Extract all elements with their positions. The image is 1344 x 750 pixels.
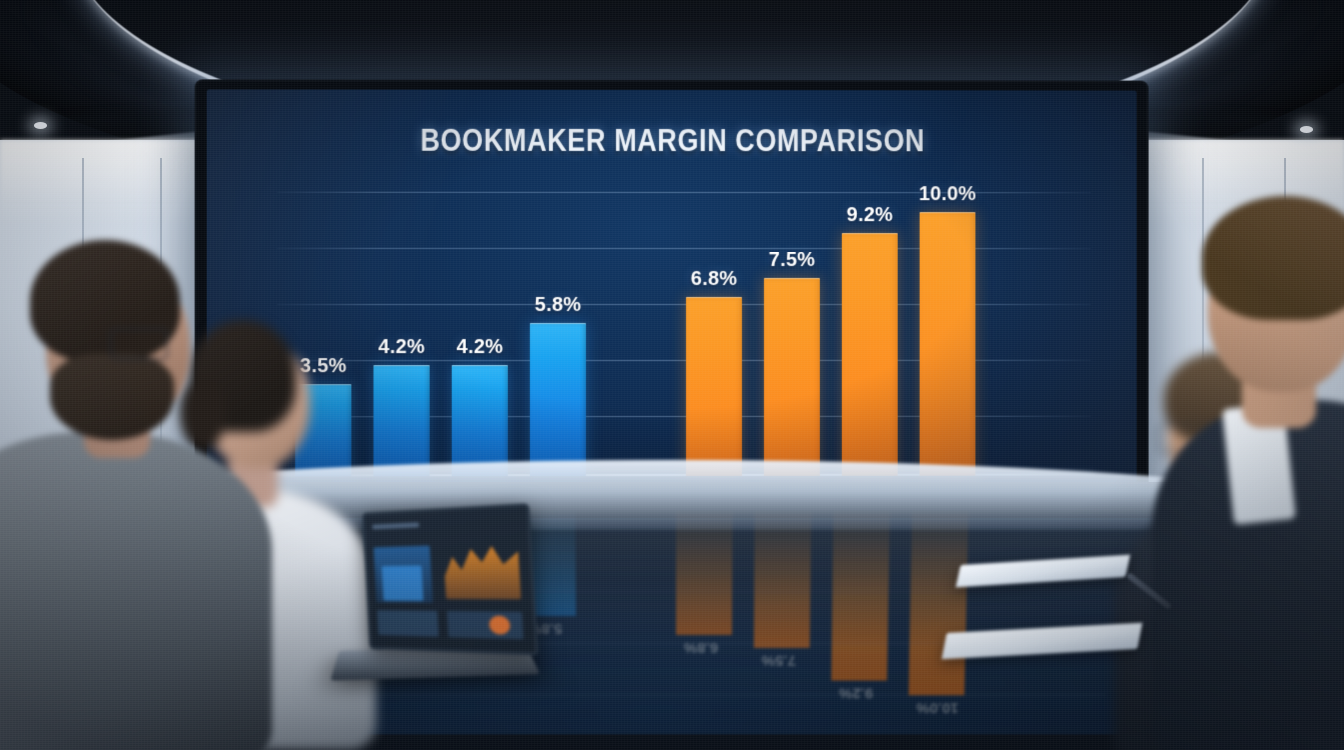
- plot-area: 3.5% 4.2% 4.2% 5.8% 6.8% 7.5% 9.2% 10.0%: [273, 184, 1095, 477]
- person-man-dark-suit: [1152, 186, 1344, 750]
- person-man-grey-jacket: [0, 236, 272, 750]
- bar-rect: [529, 323, 586, 477]
- bar-rect: [763, 278, 820, 476]
- reflected-value-label: 9.2%: [838, 684, 874, 701]
- bar-orange-1: 6.8%: [685, 268, 742, 476]
- bar-blue-4: 5.8%: [529, 294, 586, 477]
- bar-orange-4: 10.0%: [919, 184, 976, 476]
- bar-value-label: 7.5%: [768, 249, 816, 272]
- bar-blue-2: 4.2%: [373, 336, 430, 477]
- bar-rect: [685, 296, 742, 476]
- bar-value-label: 4.2%: [456, 336, 504, 359]
- reflected-bar: [675, 505, 733, 636]
- eyeglasses: [110, 328, 168, 360]
- reflected-value-label: 7.5%: [761, 652, 796, 670]
- reflected-gridline: [260, 694, 1106, 696]
- bar-blue-3: 4.2%: [451, 336, 508, 477]
- ceiling-spotlight: [1300, 126, 1313, 133]
- bar-rect: [841, 233, 898, 476]
- bar-rect: [373, 365, 430, 477]
- laptop-with-dashboard[interactable]: [330, 503, 542, 690]
- reflected-bar: [908, 505, 969, 696]
- ceiling-spotlight: [34, 122, 47, 129]
- chart-title: BOOKMAKER MARGIN COMPARISON: [420, 123, 925, 159]
- reflected-bar: [831, 505, 890, 681]
- bar-orange-2: 7.5%: [763, 249, 820, 476]
- bar-rect: [919, 212, 976, 476]
- bar-rect: [451, 365, 508, 477]
- bar-value-label: 5.8%: [534, 294, 582, 317]
- bar-orange-3: 9.2%: [841, 205, 898, 476]
- bar-value-label: 6.8%: [690, 267, 738, 290]
- reflected-value-label: 10.0%: [916, 699, 959, 716]
- bar-series: 3.5% 4.2% 4.2% 5.8% 6.8% 7.5% 9.2% 10.0%: [277, 184, 1091, 477]
- reflected-value-label: 6.8%: [683, 638, 719, 656]
- bar-value-label: 10.0%: [918, 183, 977, 206]
- reflected-bar: [753, 505, 812, 649]
- laptop-screen: [362, 503, 539, 656]
- bar-value-label: 9.2%: [846, 204, 893, 227]
- bar-value-label: 4.2%: [378, 336, 425, 359]
